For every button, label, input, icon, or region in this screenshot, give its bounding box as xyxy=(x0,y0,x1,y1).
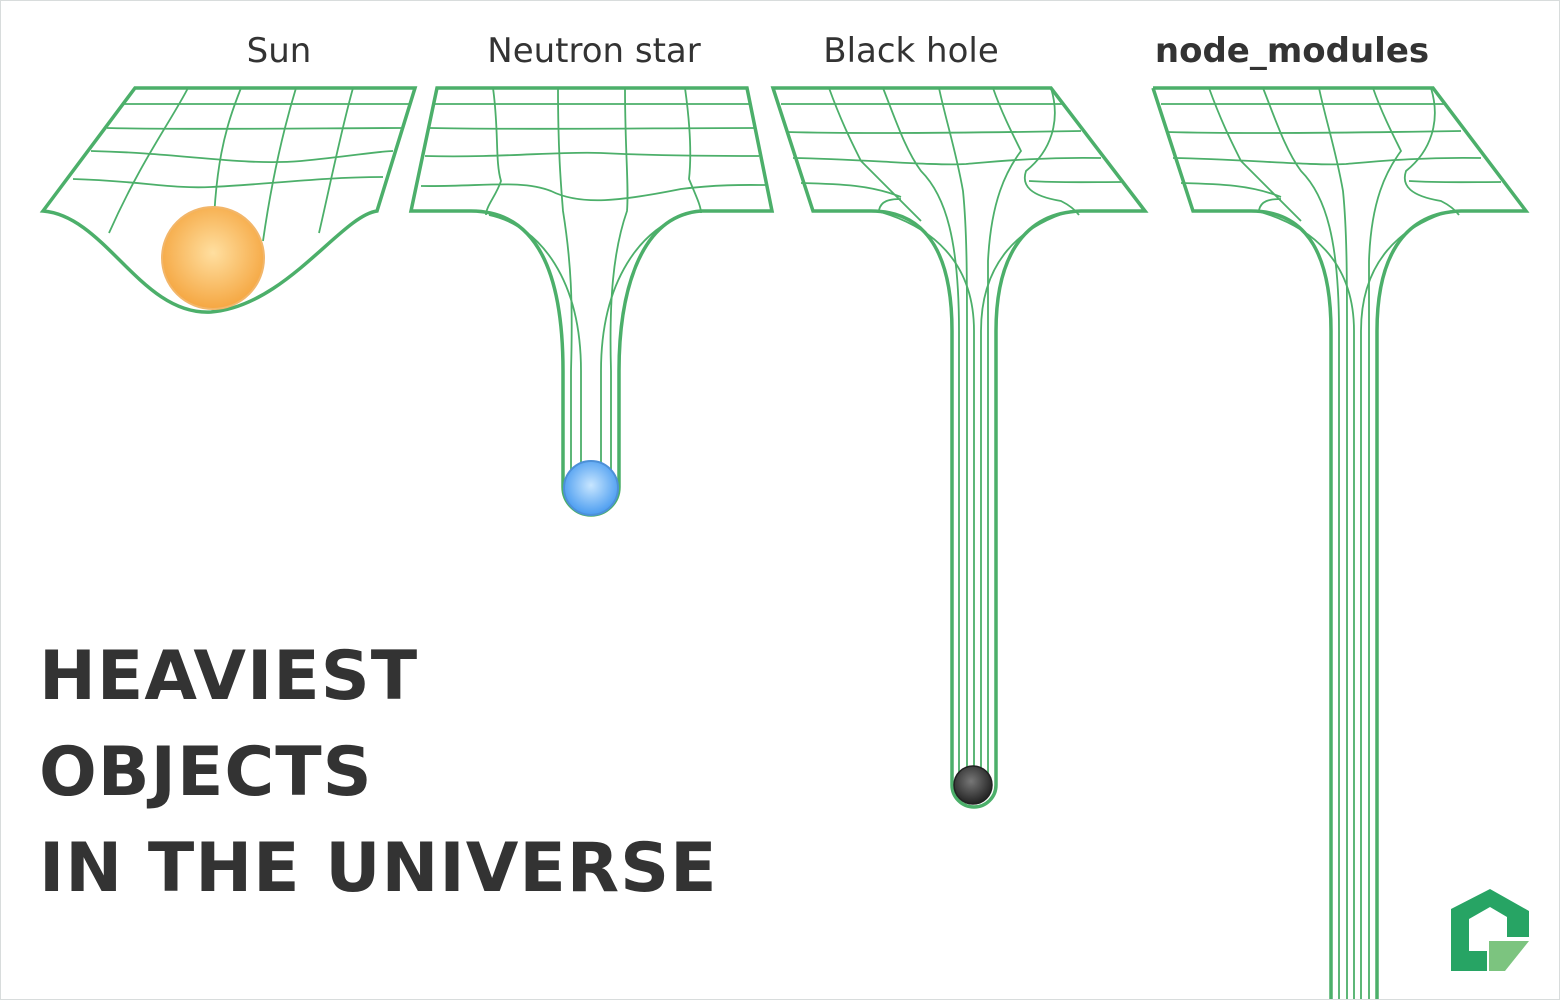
sun-label: Sun xyxy=(246,31,312,71)
neutron-star-well xyxy=(408,86,775,517)
neutron-star-grid xyxy=(420,87,766,491)
neutron-star-label: Neutron star xyxy=(487,31,701,71)
node-modules-label: node_modules xyxy=(1154,31,1430,71)
black-hole-well xyxy=(770,86,1149,809)
sun-well xyxy=(39,86,418,314)
brand-logo-icon xyxy=(1451,889,1529,971)
sun-well-outline xyxy=(39,86,418,314)
headline-line-1: HEAVIEST xyxy=(39,637,419,716)
node-modules-well xyxy=(1151,86,1530,999)
node-modules-grid xyxy=(1161,87,1502,999)
black-hole-grid xyxy=(781,87,1122,791)
neutron-star-sphere xyxy=(563,460,619,516)
black-hole-label: Black hole xyxy=(823,31,999,71)
headline-line-3: IN THE UNIVERSE xyxy=(39,829,718,908)
black-hole-well-outline xyxy=(770,86,1149,809)
sun-grid-rows xyxy=(72,103,409,189)
headline-line-2: OBJECTS xyxy=(39,733,373,812)
node-modules-well-outline xyxy=(1151,86,1530,999)
headline: HEAVIEST OBJECTS IN THE UNIVERSE xyxy=(39,629,718,917)
sun-sphere xyxy=(161,206,265,310)
black-hole-sphere xyxy=(953,765,993,805)
